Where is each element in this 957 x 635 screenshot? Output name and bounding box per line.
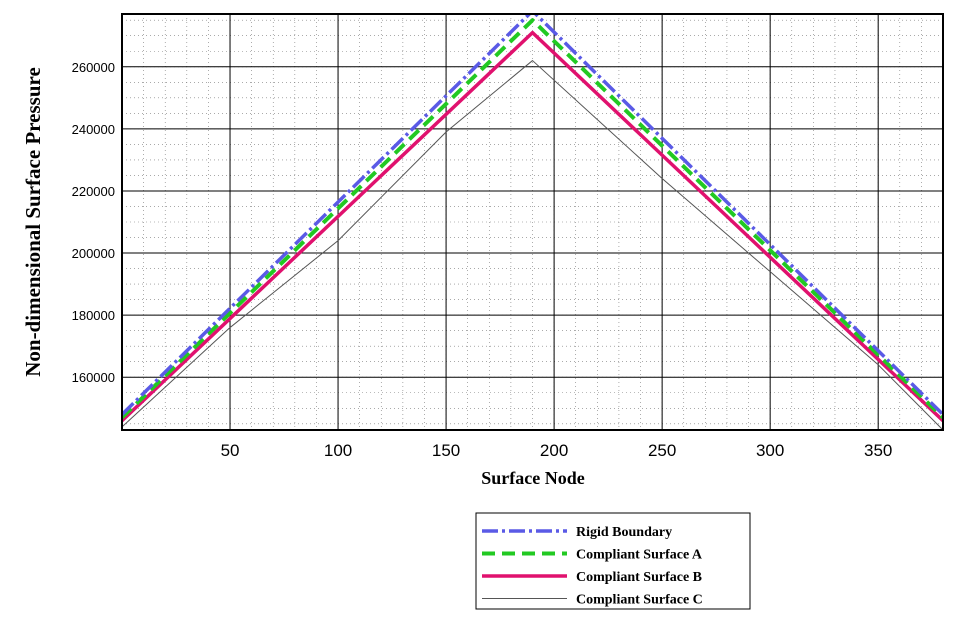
x-tick-label: 250: [648, 441, 676, 460]
y-tick-label: 220000: [72, 184, 115, 199]
legend-label: Compliant Surface A: [576, 548, 703, 563]
y-tick-label: 160000: [72, 370, 115, 385]
y-axis-ticks: 160000 180000 200000 220000 240000 260000: [72, 60, 115, 385]
series-line-4: [122, 60, 943, 430]
x-tick-label: 350: [864, 441, 892, 460]
series-layer: [122, 14, 943, 430]
x-tick-label: 150: [432, 441, 460, 460]
series-line-1: [122, 14, 943, 416]
y-tick-label: 240000: [72, 122, 115, 137]
y-tick-label: 180000: [72, 308, 115, 323]
series-line-3: [122, 30, 943, 422]
x-tick-label: 200: [540, 441, 568, 460]
x-tick-label: 100: [324, 441, 352, 460]
x-axis-ticks: 50 100 150 200 250 300 350: [221, 441, 893, 460]
legend-label: Compliant Surface B: [576, 570, 702, 585]
legend-label: Compliant Surface C: [576, 593, 703, 608]
y-tick-label: 200000: [72, 246, 115, 261]
minor-gridlines: [122, 14, 943, 430]
plot-frame: [121, 13, 944, 431]
legend-box: [475, 512, 751, 610]
major-gridlines: [122, 14, 943, 430]
x-axis-title: Surface Node: [481, 468, 584, 488]
x-tick-label: 300: [756, 441, 784, 460]
y-tick-label: 260000: [72, 60, 115, 75]
y-axis-title: Non-dimensional Surface Pressure: [21, 67, 45, 377]
x-tick-label: 50: [221, 441, 240, 460]
legend: Rigid Boundary Compliant Surface A Complia…: [475, 512, 751, 610]
legend-label: Rigid Boundary: [576, 525, 672, 540]
series-line-2: [122, 18, 943, 420]
